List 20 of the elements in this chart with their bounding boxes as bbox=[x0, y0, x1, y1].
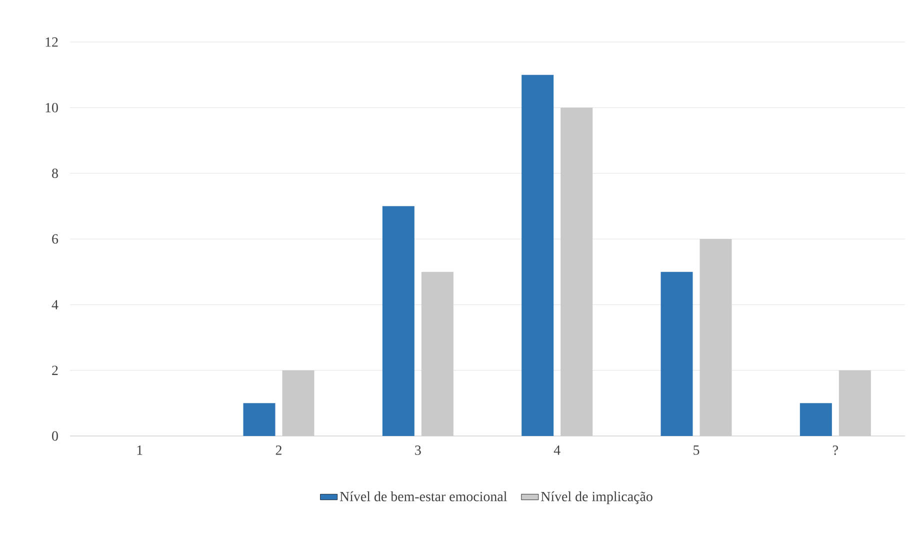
y-tick-label: 4 bbox=[52, 300, 58, 310]
bar bbox=[800, 403, 832, 436]
y-tick-label: 0 bbox=[52, 431, 58, 441]
bar bbox=[382, 206, 414, 436]
bar bbox=[243, 403, 276, 436]
legend-label: Nível de bem-estar emocional bbox=[340, 491, 507, 502]
x-tick-label: 5 bbox=[694, 446, 700, 455]
y-tick-label: 10 bbox=[46, 102, 58, 112]
y-tick-label: 6 bbox=[52, 234, 58, 244]
x-tick-label: 2 bbox=[276, 446, 282, 455]
y-tick-label: 12 bbox=[46, 37, 58, 47]
x-tick-label: 3 bbox=[415, 446, 421, 455]
x-tick-label: 1 bbox=[137, 446, 142, 455]
bar bbox=[522, 74, 554, 436]
legend-label: Nível de implicação bbox=[541, 491, 652, 504]
y-tick-label: 2 bbox=[52, 366, 58, 375]
bar bbox=[660, 272, 693, 436]
x-tick-label: 4 bbox=[554, 446, 560, 455]
x-tick-label: ? bbox=[833, 446, 838, 455]
y-tick-label: 8 bbox=[52, 168, 58, 178]
